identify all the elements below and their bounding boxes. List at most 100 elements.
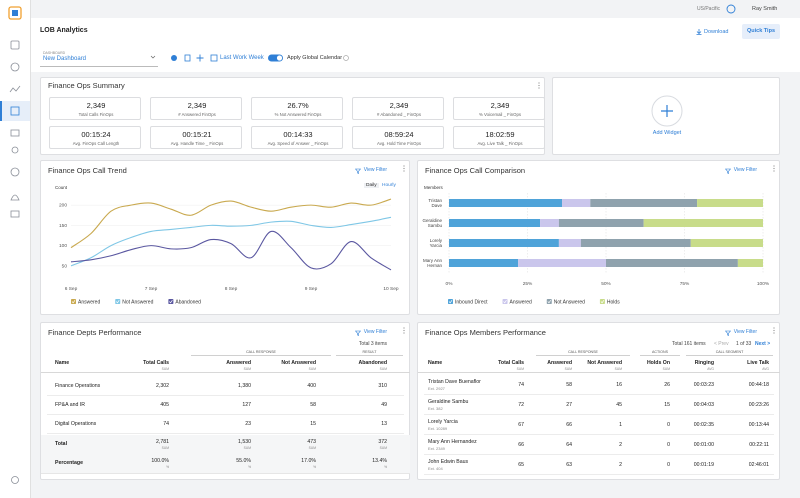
column-header[interactable]: Not Answered	[587, 360, 622, 366]
user-name[interactable]: Ray Smith	[752, 6, 778, 12]
cell: 64	[566, 442, 572, 448]
column-header[interactable]: Abandoned	[358, 360, 387, 366]
toolbar-icons	[150, 54, 349, 62]
nav-icon[interactable]	[10, 194, 20, 201]
menu-dot[interactable]	[773, 332, 775, 334]
menu-dot[interactable]	[773, 329, 775, 332]
cell: 00:02:35	[693, 422, 714, 428]
nav-icon[interactable]	[11, 146, 19, 154]
column-agg: SUM	[662, 367, 670, 371]
menu-dot[interactable]	[773, 170, 775, 172]
pager-page[interactable]: 1 of 33	[736, 341, 752, 347]
cell: 65	[518, 462, 524, 468]
nav-icon[interactable]	[10, 167, 20, 177]
y-tick-label: 200	[59, 203, 67, 209]
info-icon[interactable]	[343, 55, 349, 61]
summary-row-bg	[41, 454, 410, 474]
chevron[interactable]	[150, 55, 156, 59]
cell: 16	[616, 382, 622, 388]
add-icon[interactable]	[196, 54, 204, 62]
legend-swatch[interactable]	[546, 299, 552, 304]
pager-next[interactable]: Next >	[755, 341, 771, 347]
menu	[403, 165, 405, 172]
timezone[interactable]: US/Pacific	[697, 6, 721, 12]
legend-swatch[interactable]	[71, 299, 76, 304]
column-header[interactable]: Holds On	[646, 360, 670, 366]
menu-dot[interactable]	[773, 327, 775, 329]
cell: 473	[307, 439, 316, 445]
panel-title: Finance Ops Members Performance	[425, 328, 546, 337]
kpi-label: Total Calls FinOps	[78, 112, 114, 117]
kpi-label: % Voicemail _ FinOps	[478, 112, 522, 117]
legend-swatch[interactable]	[115, 299, 121, 304]
y-tick-label: Tristan Dave	[428, 198, 442, 208]
column-header[interactable]: Answered	[226, 360, 251, 366]
dashboard-name[interactable]: New Dashboard	[43, 56, 87, 62]
download[interactable]: Download	[704, 29, 729, 35]
nav-icon[interactable]	[10, 210, 20, 218]
y-tick-label: 150	[59, 223, 67, 229]
download-icon	[696, 29, 702, 35]
filter-icon	[355, 330, 361, 336]
row-divider	[424, 414, 774, 415]
kpi-value: 00:15:24	[81, 130, 111, 139]
date-range[interactable]: Last Work Week	[220, 55, 264, 61]
copy-icon[interactable]	[184, 54, 191, 62]
menu-dot[interactable]	[538, 84, 540, 87]
nav-icon[interactable]	[9, 85, 21, 93]
legend-swatch[interactable]	[448, 299, 453, 304]
x-tick-label: 25%	[523, 281, 533, 287]
kpi-value: 18:02:59	[485, 130, 515, 139]
active-nav-bg	[0, 101, 30, 121]
menu-dot[interactable]	[403, 329, 405, 332]
toggle-daily[interactable]: Daily	[364, 183, 379, 188]
total-items: Total 3 items	[358, 341, 387, 347]
nav-icon[interactable]	[10, 129, 20, 137]
menu-dot[interactable]	[773, 167, 775, 170]
toggle-hourly[interactable]: Hourly	[382, 183, 396, 188]
info-icon[interactable]	[171, 55, 177, 61]
dashboard-select[interactable]	[40, 49, 158, 67]
view-filter[interactable]: View Filter	[363, 329, 387, 335]
x-tick-label: 9 Sep	[305, 286, 318, 292]
view-filter[interactable]: View Filter	[733, 329, 757, 335]
nav-icon[interactable]	[10, 62, 20, 72]
kpi-card: 00:15:21 Avg. Handle Time _ FinOps	[150, 126, 242, 149]
cell: 2,781	[156, 439, 169, 445]
menu-dot[interactable]	[773, 165, 775, 167]
kpi-label: Avg. FinOps Call Length	[72, 141, 120, 146]
add-widget-label[interactable]: Add Widget	[652, 130, 682, 136]
column-header[interactable]: Answered	[547, 360, 572, 366]
legend-swatch[interactable]	[502, 299, 508, 304]
cell: 310	[378, 383, 387, 389]
cell: 00:03:23	[693, 382, 714, 388]
menu-dot[interactable]	[403, 165, 405, 167]
column-header[interactable]: Not Answered	[281, 360, 316, 366]
menu-dot[interactable]	[538, 82, 540, 84]
help-icon[interactable]	[726, 4, 736, 14]
menu-dot[interactable]	[403, 332, 405, 334]
calendar-icon[interactable]	[210, 54, 218, 62]
menu-dot[interactable]	[403, 167, 405, 170]
nav-icon[interactable]	[11, 476, 19, 484]
view-filter[interactable]: View Filter	[733, 167, 757, 173]
column-header[interactable]: Name	[428, 360, 443, 366]
column-header[interactable]: Live Talk	[747, 360, 769, 366]
view-filter[interactable]: View Filter	[363, 167, 387, 173]
column-header[interactable]: Total Calls	[143, 360, 169, 366]
quick-tips[interactable]: Quick Tips	[742, 24, 780, 39]
pager-prev[interactable]: < Prev	[714, 341, 729, 347]
menu-dot[interactable]	[403, 170, 405, 172]
legend-swatch[interactable]	[599, 299, 605, 304]
menu-dot[interactable]	[403, 327, 405, 329]
kpi-value: 00:15:21	[182, 130, 212, 139]
legend-swatch[interactable]	[168, 299, 174, 304]
members-table-panel: Total 161 items < Prev 1 of 33 Next > Financ…	[417, 322, 780, 480]
column-header[interactable]: Ringing	[694, 360, 714, 366]
column-header[interactable]: Total Calls	[498, 360, 524, 366]
menu-dot[interactable]	[538, 87, 540, 89]
nav-icon[interactable]	[10, 40, 20, 50]
column-header[interactable]: Name	[55, 360, 70, 366]
filter-icon	[355, 168, 361, 174]
nav-icon[interactable]	[10, 106, 20, 116]
